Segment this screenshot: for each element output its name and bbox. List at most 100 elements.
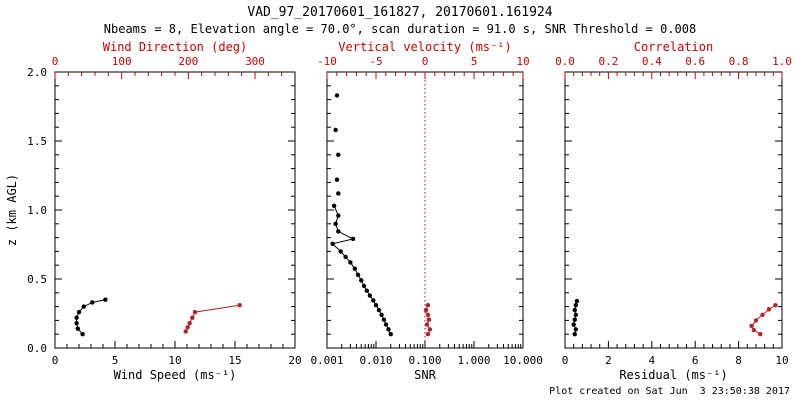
- snr-point: [359, 278, 364, 283]
- wind-speed-series: [74, 297, 108, 337]
- svg-text:300: 300: [245, 55, 265, 68]
- panel-3-frame: [564, 71, 783, 349]
- svg-text:Correlation: Correlation: [634, 40, 713, 54]
- residual-point: [572, 307, 577, 313]
- snr-upper-point: [336, 152, 341, 157]
- snr-series: [330, 203, 393, 337]
- wind-direction-point: [237, 303, 242, 308]
- snr-point: [330, 241, 335, 247]
- vertical-velocity-point: [423, 307, 429, 313]
- svg-text:1.0: 1.0: [27, 204, 47, 217]
- snr-upper-series: [333, 93, 341, 196]
- wind-speed-point: [80, 332, 85, 337]
- vertical-velocity-series: [423, 303, 433, 337]
- vertical-velocity-point: [424, 322, 430, 327]
- wind-speed-point: [81, 304, 87, 309]
- panel-2: 0.001 0.010 0.100 1.000 10.000 SNR -10 -5 0 5 10 Ve…: [310, 40, 542, 382]
- snr-point: [336, 213, 341, 218]
- panel-1-axes: [54, 71, 296, 349]
- snr-point: [338, 249, 343, 254]
- svg-text:0.5: 0.5: [27, 273, 47, 286]
- svg-text:0: 0: [562, 354, 569, 367]
- correlation-series: [749, 303, 778, 337]
- vertical-velocity-point: [426, 317, 432, 322]
- wind-direction-point: [187, 320, 192, 326]
- snr-upper-point: [333, 127, 338, 133]
- svg-text:1.000: 1.000: [457, 354, 490, 367]
- wind-speed-point: [74, 320, 79, 326]
- residual-point: [571, 322, 576, 327]
- svg-text:5: 5: [471, 55, 478, 68]
- svg-text:10: 10: [168, 354, 181, 367]
- snr-upper-point: [334, 93, 340, 98]
- correlation-point: [760, 312, 765, 318]
- panel-1-labels: 0 5 10 15 20 Wind Speed (ms⁻¹) 0 100 200 300Wind …: [5, 40, 302, 382]
- wind-speed-point: [76, 309, 82, 315]
- snr-point: [333, 221, 338, 226]
- svg-text:0: 0: [422, 55, 429, 68]
- svg-text:0.8: 0.8: [729, 55, 749, 68]
- vertical-velocity-point: [427, 327, 433, 332]
- svg-text:10: 10: [775, 354, 788, 367]
- svg-text:5: 5: [112, 354, 119, 367]
- svg-text:0.0: 0.0: [27, 342, 47, 355]
- svg-text:0.0: 0.0: [555, 55, 575, 68]
- correlation-point: [749, 323, 754, 329]
- svg-text:2.0: 2.0: [27, 66, 47, 79]
- wind-speed-point: [74, 315, 79, 320]
- svg-text:-5: -5: [369, 55, 382, 68]
- panel-1-top-axis: [54, 72, 283, 79]
- svg-text:1.5: 1.5: [27, 135, 47, 148]
- snr-point: [371, 298, 376, 303]
- svg-text:6: 6: [692, 354, 699, 367]
- svg-text:2: 2: [605, 354, 612, 367]
- wind-speed-point: [90, 300, 95, 305]
- svg-text:20: 20: [288, 354, 301, 367]
- svg-text:Wind Speed (ms⁻¹): Wind Speed (ms⁻¹): [114, 368, 237, 382]
- svg-text:4: 4: [648, 354, 655, 367]
- residual-point: [572, 332, 577, 337]
- correlation-point: [753, 318, 759, 323]
- residual-point: [572, 317, 577, 322]
- vertical-velocity-point: [425, 303, 431, 308]
- wind-direction-point: [192, 309, 198, 315]
- snr-point: [348, 260, 353, 265]
- svg-text:1.0: 1.0: [772, 55, 792, 68]
- snr-point: [343, 254, 348, 260]
- snr-point: [331, 203, 337, 209]
- vertical-velocity-point: [425, 312, 431, 318]
- snr-point: [364, 288, 370, 293]
- wind-direction-series: [183, 303, 242, 334]
- snr-point: [383, 322, 389, 327]
- svg-text:Residual (ms⁻¹): Residual (ms⁻¹): [619, 368, 727, 382]
- snr-point: [386, 327, 391, 332]
- svg-text:0.100: 0.100: [408, 354, 441, 367]
- svg-text:-10: -10: [317, 55, 337, 68]
- svg-text:0.001: 0.001: [310, 354, 343, 367]
- svg-text:0.2: 0.2: [598, 55, 618, 68]
- snr-point: [373, 303, 379, 308]
- snr-point: [376, 307, 382, 313]
- correlation-point: [751, 327, 756, 333]
- plot-created-timestamp: Plot created on Sat Jun 3 23:50:38 2017: [549, 386, 790, 397]
- correlation-point: [773, 303, 778, 308]
- residual-point: [573, 303, 579, 308]
- panel-3-axes: [564, 71, 783, 349]
- svg-text:Wind Direction (deg): Wind Direction (deg): [103, 40, 248, 54]
- snr-upper-point: [334, 177, 340, 182]
- correlation-point: [758, 332, 763, 337]
- wind-direction-point: [185, 325, 190, 330]
- svg-text:0: 0: [52, 354, 59, 367]
- svg-text:10.000: 10.000: [503, 354, 543, 367]
- snr-point: [361, 283, 367, 289]
- svg-text:15: 15: [228, 354, 241, 367]
- snr-point: [336, 229, 341, 234]
- correlation-point: [766, 307, 772, 312]
- wind-direction-point: [183, 329, 188, 334]
- svg-text:8: 8: [735, 354, 742, 367]
- residual-series: [571, 298, 580, 337]
- panel-2-top-axis: [326, 72, 524, 79]
- panel-1: 0 5 10 15 20 Wind Speed (ms⁻¹) 0 100 200 300Wind …: [5, 40, 302, 382]
